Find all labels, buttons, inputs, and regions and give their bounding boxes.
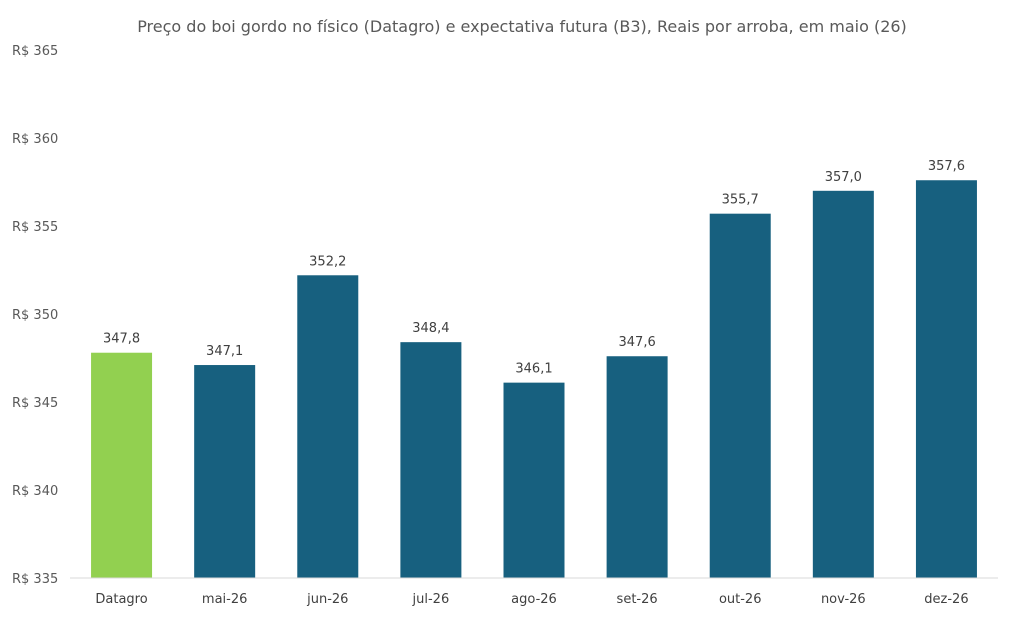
bar-dez-26 [915,180,977,579]
x-tick-label: jul-26 [412,592,450,607]
y-tick-label: R$ 360 [12,132,58,147]
y-tick-label: R$ 340 [12,484,58,499]
chart-title: Preço do boi gordo no físico (Datagro) e… [137,17,907,36]
bar-out-26 [709,213,771,578]
y-axis: R$ 335 R$ 340 R$ 345 R$ 350 R$ 355 R$ 360 R$ 3… [12,44,58,587]
x-tick-label: dez-26 [924,592,968,607]
data-label: 347,8 [103,332,140,347]
bar-mai-26 [194,365,256,578]
x-tick-label: out-26 [719,592,762,607]
bar-jun-26 [297,275,359,578]
x-tick-label: set-26 [617,592,658,607]
bars [91,180,977,579]
bar-set-26 [606,356,668,578]
data-label: 352,2 [309,254,346,269]
data-label: 355,7 [722,193,759,208]
x-tick-label: ago-26 [511,592,557,607]
x-tick-label: mai-26 [202,592,247,607]
data-label: 346,1 [515,362,552,377]
y-tick-label: R$ 345 [12,396,58,411]
data-labels: 347,8 347,1 352,2 348,4 346,1 347,6 355,7 357,0… [103,159,965,376]
data-label: 347,1 [206,344,243,359]
data-label: 357,6 [928,159,965,174]
y-tick-label: R$ 335 [12,572,58,587]
x-axis: Datagro mai-26 jun-26 jul-26 ago-26 set-26 out… [70,577,998,607]
bar-ago-26 [503,382,565,578]
y-tick-label: R$ 350 [12,308,58,323]
data-label: 347,6 [619,335,656,350]
data-label: 348,4 [412,321,449,336]
y-tick-label: R$ 365 [12,44,58,59]
y-tick-label: R$ 355 [12,220,58,235]
x-tick-label: nov-26 [821,592,866,607]
bar-Datagro [91,352,153,578]
bar-nov-26 [812,190,874,579]
data-label: 357,0 [825,170,862,185]
x-tick-label: Datagro [95,592,147,607]
bar-jul-26 [400,342,462,578]
x-tick-label: jun-26 [306,592,348,607]
